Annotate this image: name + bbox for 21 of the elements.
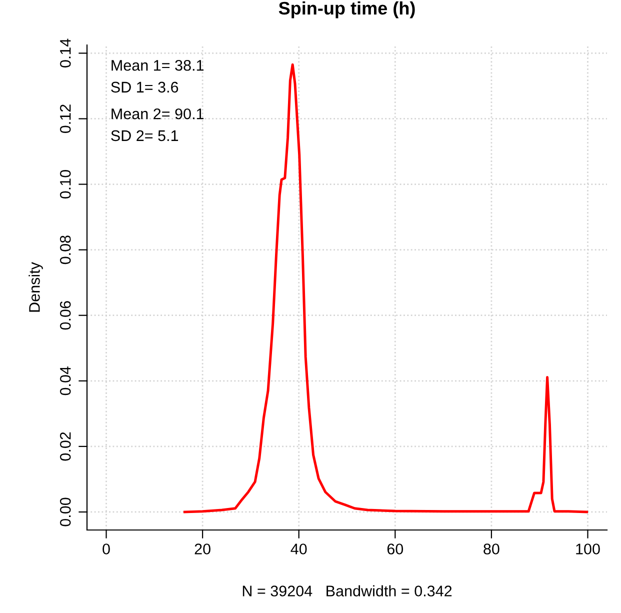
y-tick-label: 0.00 xyxy=(60,498,71,526)
y-tick-label: 0.08 xyxy=(60,236,71,264)
y-axis-title: Density xyxy=(28,262,43,312)
annotation: SD 1= 3.6 xyxy=(111,82,178,93)
chart-title: Spin-up time (h) xyxy=(278,1,415,18)
y-tick-label: 0.06 xyxy=(60,301,71,330)
x-tick-label: 40 xyxy=(290,544,307,554)
x-tick-label: 100 xyxy=(576,544,600,554)
annotation: Mean 1= 38.1 xyxy=(112,60,204,71)
x-tick-label: 60 xyxy=(387,544,404,554)
x-tick-label: 0 xyxy=(102,544,110,554)
y-tick-label: 0.14 xyxy=(60,38,71,68)
x-axis-title: N = 39204 Bandwidth = 0.342 xyxy=(242,585,452,596)
y-tick-label: 0.10 xyxy=(60,170,71,199)
annotation: Mean 2= 90.1 xyxy=(112,108,204,120)
annotation: SD 2= 5.1 xyxy=(111,130,178,142)
y-tick-label: 0.02 xyxy=(60,432,71,461)
x-tick-label: 80 xyxy=(484,544,500,554)
x-tick-label: 20 xyxy=(194,544,210,554)
y-tick-label: 0.04 xyxy=(60,366,71,396)
y-tick-label: 0.12 xyxy=(60,104,71,133)
